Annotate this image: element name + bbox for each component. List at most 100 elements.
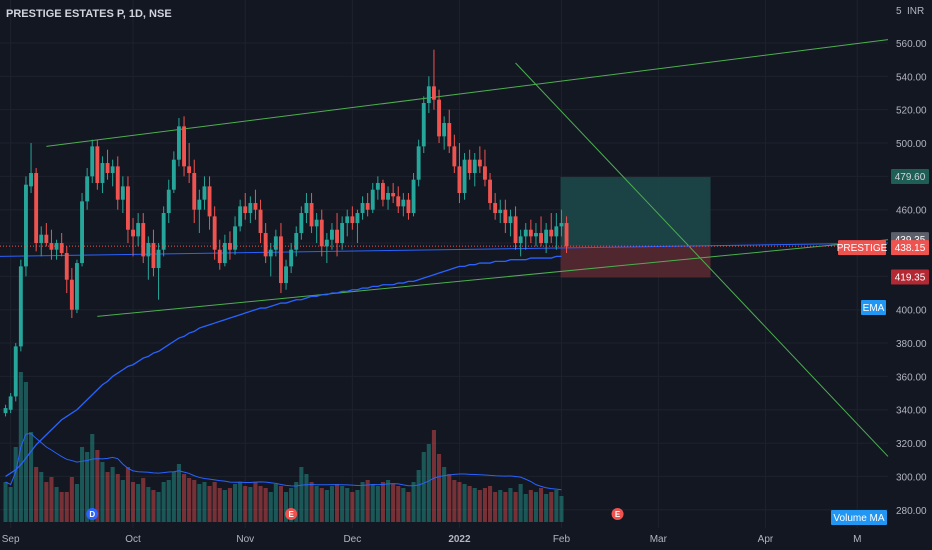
candle-body <box>141 223 146 257</box>
volume-bar <box>513 492 518 522</box>
volume-bar <box>258 486 263 522</box>
volume-bar <box>544 494 549 522</box>
candle-body <box>258 209 263 234</box>
candle-body <box>151 243 156 269</box>
volume-bar <box>243 486 248 522</box>
candle-body <box>228 243 232 250</box>
volume-bar <box>64 492 69 522</box>
volume-bar <box>472 488 477 522</box>
candle-body <box>513 216 518 244</box>
candle-body <box>192 173 197 210</box>
volume-bar <box>319 488 324 522</box>
volume-bar <box>284 492 289 522</box>
y-tick-label: 460.00 <box>896 206 927 217</box>
candle-body <box>396 196 401 207</box>
x-tick-label: Dec <box>343 534 361 545</box>
tp-price-tag-bg <box>891 169 929 185</box>
candle-body <box>177 126 181 160</box>
event-marker-label: E <box>288 510 294 519</box>
candle-body <box>488 179 492 204</box>
candle-body <box>360 203 365 214</box>
volume-bar <box>100 462 105 522</box>
volume-bar <box>360 482 365 522</box>
candle-body <box>8 396 13 410</box>
volume-bar <box>539 488 544 522</box>
candle-body <box>370 189 375 210</box>
candle-body <box>421 103 426 147</box>
volume-bar <box>447 474 452 522</box>
volume-bar <box>498 490 503 522</box>
x-tick-label: Oct <box>125 534 141 545</box>
candle-body <box>559 223 564 227</box>
candle-body <box>279 236 283 284</box>
y-tick-label: 500.00 <box>896 139 927 150</box>
volume-bar <box>477 490 482 522</box>
candle-body <box>238 206 243 227</box>
x-tick-label: Sep <box>2 534 20 545</box>
volume-bar <box>29 432 34 522</box>
volume-bar <box>457 482 462 522</box>
volume-bar <box>115 474 120 522</box>
volume-bar <box>166 480 171 522</box>
candle-body <box>355 213 360 224</box>
volume-bar <box>482 488 487 522</box>
volume-bar <box>146 487 151 522</box>
event-marker-label: E <box>615 510 621 519</box>
candle-body <box>508 216 513 224</box>
candle-body <box>365 203 370 210</box>
candle-body <box>324 239 329 247</box>
event-marker <box>611 508 624 520</box>
stop-loss-zone <box>560 246 711 278</box>
chart-title: PRESTIGE ESTATES P, 1D, NSE <box>6 8 172 20</box>
candle-body <box>549 229 554 237</box>
candle-body <box>304 203 309 214</box>
volume-bar <box>401 488 406 522</box>
candle-body <box>386 193 390 200</box>
volume-bar <box>314 486 319 522</box>
volume-bar <box>74 484 79 522</box>
tp-price-tag: 479.60 <box>895 172 926 183</box>
candle-body <box>534 233 538 237</box>
event-marker <box>86 508 99 520</box>
volume-bar <box>329 486 334 522</box>
volume-bar <box>207 486 212 522</box>
sl-price-tag: 419.35 <box>895 272 926 283</box>
candle-body <box>13 346 18 397</box>
volume-bar <box>80 447 85 522</box>
candle-body <box>80 201 84 264</box>
ema-tag: EMA <box>863 303 885 314</box>
last-price-tag: 438.15 <box>895 243 926 254</box>
candle-body <box>493 203 498 214</box>
volume-bar <box>125 467 130 522</box>
candle-body <box>273 236 278 250</box>
volume-bar <box>90 434 95 522</box>
candle-body <box>539 233 543 244</box>
volume-bar <box>355 490 360 522</box>
volume-bar <box>549 492 554 522</box>
volume-bar <box>503 492 508 522</box>
candle-body <box>64 253 69 280</box>
candle-body <box>426 86 431 104</box>
volume-bar <box>248 487 253 522</box>
candle-body <box>314 219 319 227</box>
candle-body <box>243 206 248 214</box>
volume-bar <box>528 490 533 522</box>
volume-ma-tag: Volume MA <box>833 513 884 524</box>
candle-body <box>29 173 33 187</box>
candle-body <box>335 229 339 244</box>
volume-bar <box>8 487 13 522</box>
candle-body <box>309 203 314 227</box>
take-profit-zone <box>560 177 711 247</box>
volume-bar <box>238 482 243 522</box>
volume-bar <box>39 472 44 522</box>
candle-body <box>437 99 441 137</box>
volume-bar <box>95 450 100 522</box>
candle-body <box>375 183 380 190</box>
sl-price-tag-bg <box>891 269 929 285</box>
candle-body <box>182 126 186 167</box>
volume-bar <box>202 482 207 522</box>
volume-bar <box>488 486 493 522</box>
volume-bar <box>263 488 268 522</box>
